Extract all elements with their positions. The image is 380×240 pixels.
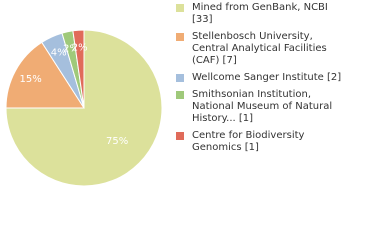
pie-chart: 75%15%4%2%2% bbox=[5, 29, 163, 187]
legend-item: Wellcome Sanger Institute [2] bbox=[176, 72, 342, 84]
slice-label: 15% bbox=[19, 74, 41, 85]
legend-label: Mined from GenBank, NCBI [33] bbox=[192, 2, 328, 25]
legend-swatch bbox=[176, 4, 184, 12]
legend-item: Centre for Biodiversity Genomics [1] bbox=[176, 130, 342, 154]
slice-label: 2% bbox=[63, 44, 79, 55]
legend-item: Smithsonian Institution, National Museum… bbox=[176, 89, 342, 125]
legend-label: Stellenbosch University, Central Analyti… bbox=[192, 31, 327, 66]
legend-item: Stellenbosch University, Central Analyti… bbox=[176, 31, 342, 67]
pie-slice bbox=[5, 41, 85, 109]
legend-swatch bbox=[176, 33, 184, 41]
legend-label: Centre for Biodiversity Genomics [1] bbox=[192, 130, 305, 153]
slice-label: 4% bbox=[51, 48, 67, 59]
legend-swatch bbox=[176, 91, 184, 99]
legend-swatch bbox=[176, 74, 184, 82]
legend-item: Mined from GenBank, NCBI [33] bbox=[176, 2, 342, 26]
legend: Mined from GenBank, NCBI [33] Stellenbosc… bbox=[176, 2, 376, 159]
legend-label: Wellcome Sanger Institute [2] bbox=[192, 72, 342, 83]
legend-swatch bbox=[176, 132, 184, 140]
pie-slice bbox=[72, 29, 85, 109]
slice-label: 75% bbox=[106, 136, 128, 147]
pie-slice bbox=[5, 29, 163, 187]
slice-label: 2% bbox=[72, 42, 88, 53]
legend-label: Smithsonian Institution, National Museum… bbox=[192, 89, 333, 124]
